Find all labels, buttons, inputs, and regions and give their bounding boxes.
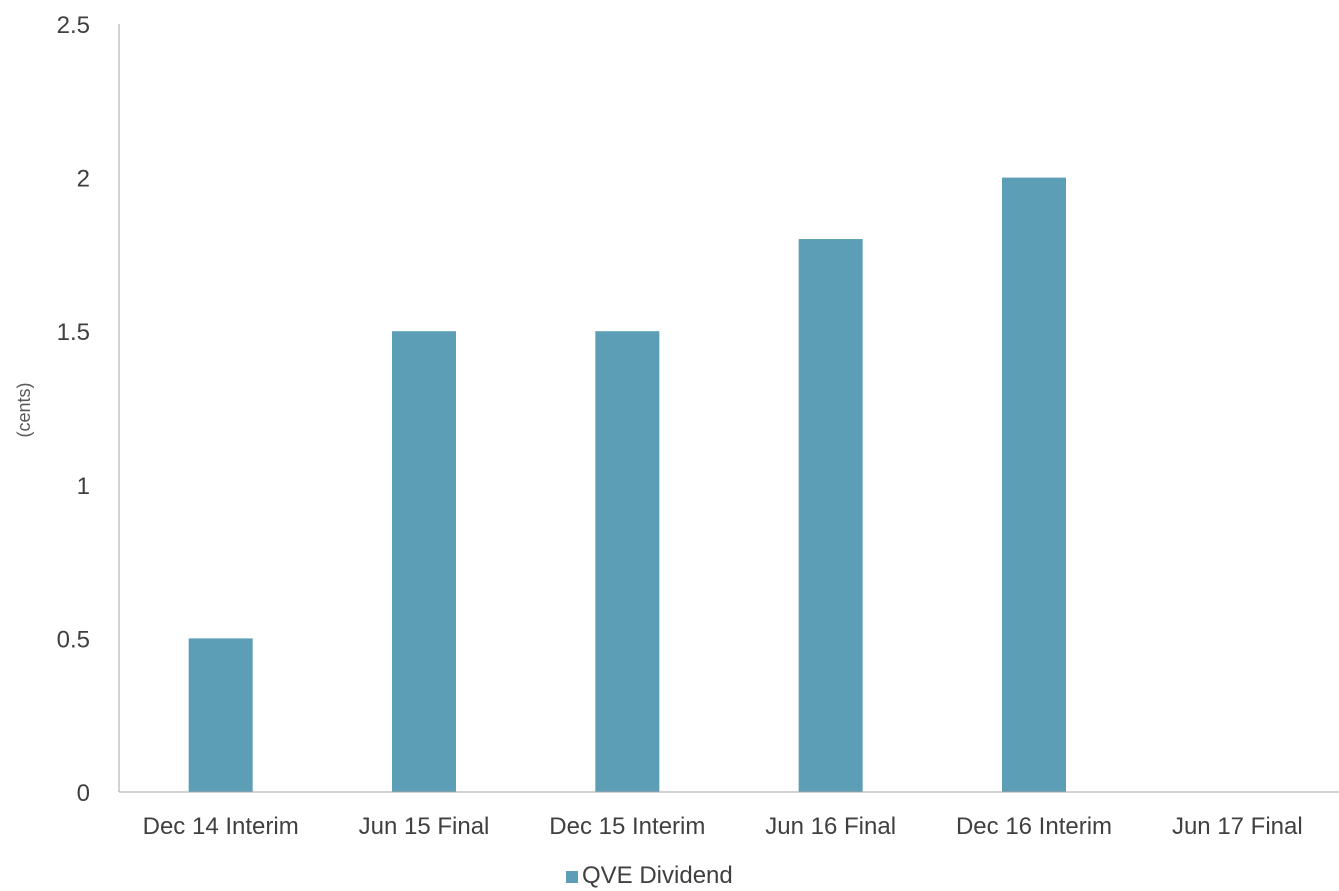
bars-group: [188, 177, 1066, 793]
legend-swatch-qve-dividend: [566, 871, 578, 883]
x-tick-label: Dec 14 Interim: [143, 813, 299, 840]
y-tick-label: 2.5: [57, 12, 90, 39]
x-tick-label: Dec 16 Interim: [956, 813, 1112, 840]
bar: [595, 331, 660, 792]
x-tick-label: Jun 17 Final: [1172, 813, 1303, 840]
bar: [188, 638, 253, 792]
x-tick-label: Jun 16 Final: [765, 813, 896, 840]
y-tick-label: 1.5: [57, 319, 90, 346]
y-tick-label: 2: [77, 166, 90, 193]
bar: [392, 331, 456, 792]
x-tick-label: Dec 15 Interim: [549, 813, 705, 840]
y-tick-label: 0.5: [57, 626, 90, 653]
y-axis-ticks: 0 0.5 1 1.5 2 2.5: [57, 12, 90, 807]
legend: QVE Dividend: [566, 862, 733, 889]
y-tick-label: 0: [77, 780, 90, 807]
x-tick-label: Jun 15 Final: [359, 813, 490, 840]
bar: [798, 239, 863, 793]
legend-label-qve-dividend: QVE Dividend: [582, 862, 733, 889]
y-tick-label: 1: [77, 473, 90, 500]
x-axis-labels: Dec 14 Interim Jun 15 Final Dec 15 Interim…: [143, 813, 1303, 840]
y-axis-title: (cents): [14, 382, 34, 437]
bar: [1002, 177, 1066, 793]
